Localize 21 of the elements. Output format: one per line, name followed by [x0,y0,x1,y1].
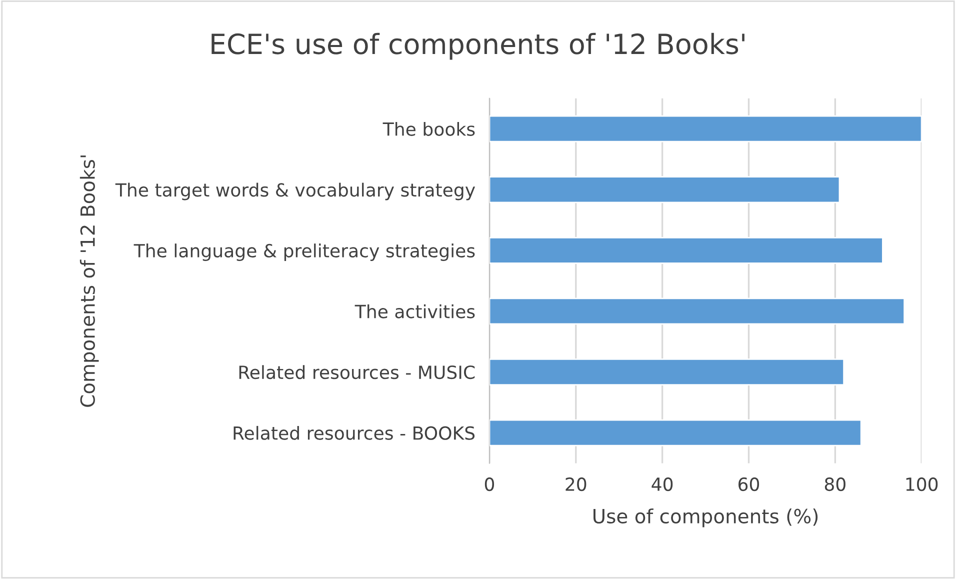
x-tick-label: 60 [738,477,760,492]
y-tick-label: Related resources - BOOKS [234,426,475,440]
x-tick-label: 40 [652,477,673,492]
bar [489,358,844,386]
x-tick-label: 100 [906,477,938,492]
y-tick-label: The books [382,122,475,136]
x-tick-label: 80 [824,477,846,492]
chart-title: ECE's use of components of '12 Books' [212,32,744,60]
y-tick-label: Related resources - MUSIC [239,365,475,380]
y-axis-title: Components of '12 Books' [80,156,99,407]
y-tick-label: The language & preliteracy strategies [134,244,475,262]
bar [489,298,905,325]
x-axis-title: Use of components (%) [594,508,818,528]
bar [489,176,840,204]
y-tick-label: The activities [354,304,475,318]
bar [489,115,922,142]
bar [489,419,862,446]
bar [489,236,884,264]
y-tick-label: The target words & vocabulary strategy [115,182,476,200]
x-tick-label: 20 [566,477,586,492]
x-tick-label: 0 [484,477,494,492]
